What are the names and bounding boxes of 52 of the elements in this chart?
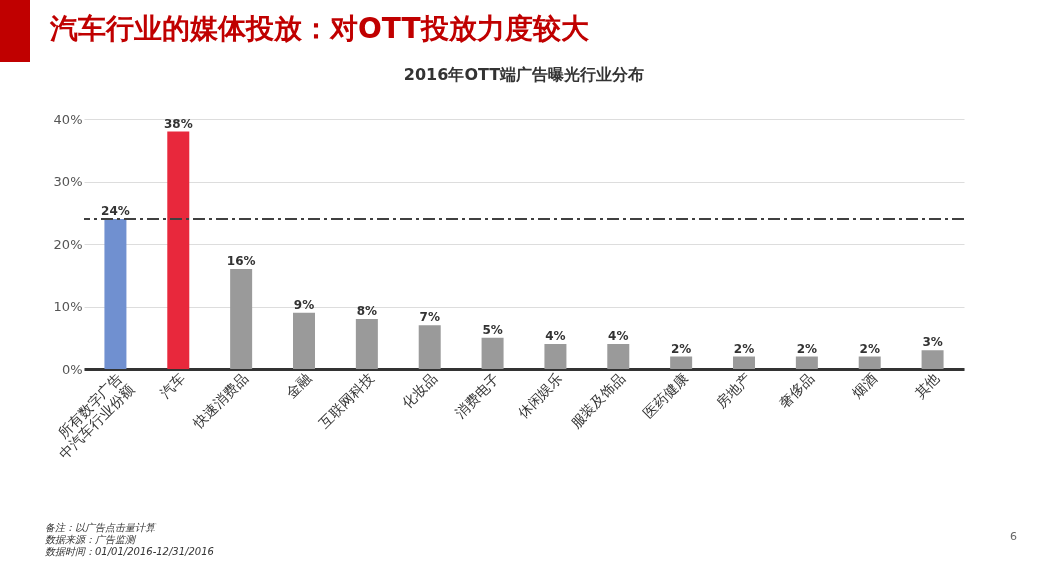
y-tick-label: 40% — [53, 111, 83, 127]
bar — [670, 356, 693, 369]
bar — [858, 356, 881, 369]
data-label: 8% — [356, 304, 378, 318]
y-tick-label: 10% — [53, 299, 83, 314]
data-label: 2% — [859, 341, 880, 356]
data-label: 2% — [670, 341, 692, 356]
bar — [104, 219, 127, 369]
x-tick-label: 奢侈品 — [775, 370, 817, 412]
x-tick-label: 互联网科技 — [315, 370, 377, 431]
bar — [167, 131, 190, 369]
bar — [355, 319, 378, 369]
x-tick-label: 化妆品 — [398, 370, 440, 412]
x-tick-label: 烟酒 — [848, 370, 880, 402]
data-label: 16% — [226, 254, 256, 268]
bar — [418, 325, 441, 369]
data-label: 9% — [293, 297, 315, 312]
x-tick-label: 其他 — [911, 370, 943, 402]
data-label: 24% — [101, 204, 130, 218]
chart-subtitle: 2016年OTT端广告曝光行业分布 — [403, 65, 645, 84]
text: 数据时间：01/01/2016-12/31/2016 — [45, 546, 214, 558]
bar — [795, 356, 818, 369]
x-tick-label: 房地产 — [712, 370, 754, 412]
data-label: 3% — [922, 335, 943, 350]
x-tick-label: 汽车 — [157, 370, 189, 402]
y-tick-label: 0% — [61, 361, 83, 377]
text: 备注：以广告点击量计算 — [45, 522, 157, 534]
data-label: 4% — [545, 329, 566, 343]
data-label: 2% — [733, 341, 755, 356]
x-tick-label: 休闲娱乐 — [514, 370, 566, 421]
x-tick-label: 快速消费品 — [189, 370, 252, 432]
y-tick-label: 30% — [53, 174, 83, 189]
bar — [921, 350, 944, 369]
data-label: 38% — [163, 116, 193, 131]
y-tick-label: 20% — [53, 236, 83, 252]
bar — [544, 344, 567, 369]
x-tick-label: 金融 — [282, 370, 314, 402]
data-label: 4% — [608, 329, 629, 343]
text: 6 — [1010, 530, 1017, 543]
bar — [481, 337, 504, 369]
bar — [230, 269, 253, 369]
bar — [607, 344, 630, 369]
x-tick-label: 服装及饰品 — [567, 370, 629, 431]
data-label: 7% — [419, 310, 440, 325]
chart-title: 汽车行业的媒体投放：对OTT投放力度较大 — [50, 11, 589, 47]
data-label: 5% — [482, 322, 503, 337]
data-label: 2% — [796, 341, 818, 356]
bar — [293, 312, 315, 369]
source-note: 数据来源：广告监测 — [45, 534, 137, 546]
bar — [733, 356, 755, 369]
x-tick-label: 消费电子 — [451, 370, 503, 421]
x-tick-label: 医药健康 — [640, 370, 692, 421]
